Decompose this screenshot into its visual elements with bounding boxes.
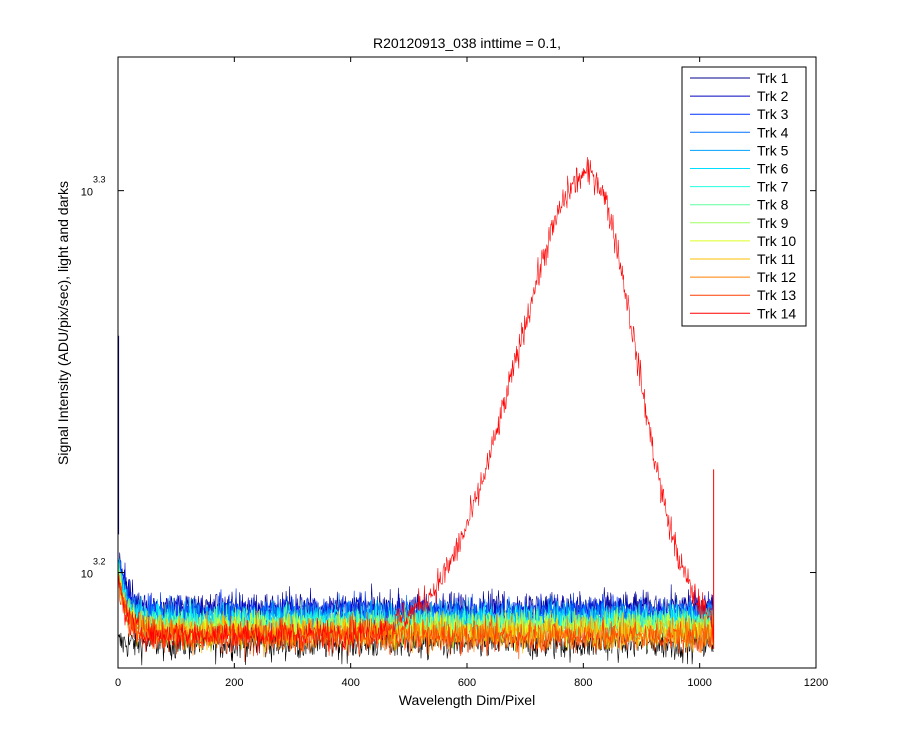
legend-entry-7: Trk 7: [690, 179, 789, 195]
legend-label: Trk 12: [757, 269, 796, 285]
legend-label: Trk 1: [757, 70, 789, 86]
legend-entry-13: Trk 13: [690, 287, 796, 303]
series-layer: [118, 156, 715, 666]
legend-entry-1: Trk 1: [690, 70, 789, 86]
x-tick-label: 200: [225, 677, 243, 689]
legend-entry-4: Trk 4: [690, 124, 789, 140]
legend-entry-3: Trk 3: [690, 106, 789, 122]
legend-label: Trk 13: [757, 287, 796, 303]
legend-label: Trk 6: [757, 161, 789, 177]
y-axis-label: Signal Intensity (ADU/pix/sec), light an…: [55, 181, 71, 465]
legend-label: Trk 5: [757, 142, 789, 158]
x-tick-label: 400: [341, 677, 359, 689]
legend-label: Trk 9: [757, 215, 789, 231]
x-tick-label: 800: [574, 677, 592, 689]
y-tick-label-exponent: 3.3: [93, 175, 106, 185]
series-line-14: [118, 156, 714, 656]
legend-label: Trk 7: [757, 179, 789, 195]
legend-entry-12: Trk 12: [690, 269, 796, 285]
legend-entry-2: Trk 2: [690, 88, 789, 104]
legend-entry-11: Trk 11: [690, 251, 795, 267]
legend-box: [681, 66, 807, 327]
legend-label: Trk 10: [757, 233, 796, 249]
legend-entry-10: Trk 10: [690, 233, 796, 249]
y-tick-label-base: 10: [81, 569, 93, 581]
legend-label: Trk 11: [757, 251, 795, 267]
legend-entry-8: Trk 8: [690, 197, 789, 213]
legend-entry-6: Trk 6: [690, 161, 789, 177]
x-tick-label: 1000: [687, 677, 711, 689]
legend-label: Trk 14: [757, 305, 796, 321]
x-tick-label: 0: [115, 677, 121, 689]
x-tick-label: 600: [458, 677, 476, 689]
legend-entry-5: Trk 5: [690, 142, 789, 158]
legend-entry-14: Trk 14: [690, 305, 796, 321]
legend-label: Trk 2: [757, 88, 789, 104]
chart-title: R20120913_038 inttime = 0.1,: [373, 35, 561, 51]
legend-entry-9: Trk 9: [690, 215, 789, 231]
x-axis-label: Wavelength Dim/Pixel: [399, 692, 535, 708]
legend-label: Trk 3: [757, 106, 789, 122]
legend-label: Trk 4: [757, 124, 789, 140]
y-tick-label-exponent: 3.2: [93, 557, 106, 567]
x-axis-ticks: 0 200 400 600 800 1000 1200: [115, 57, 828, 689]
legend-label: Trk 8: [757, 197, 789, 213]
x-tick-label: 1200: [804, 677, 828, 689]
y-tick-label-base: 10: [81, 187, 93, 199]
legend: Trk 1 Trk 2 Trk 3 Trk 4 Trk 5 Trk 6 Trk 7 Trk 8…: [681, 66, 807, 327]
